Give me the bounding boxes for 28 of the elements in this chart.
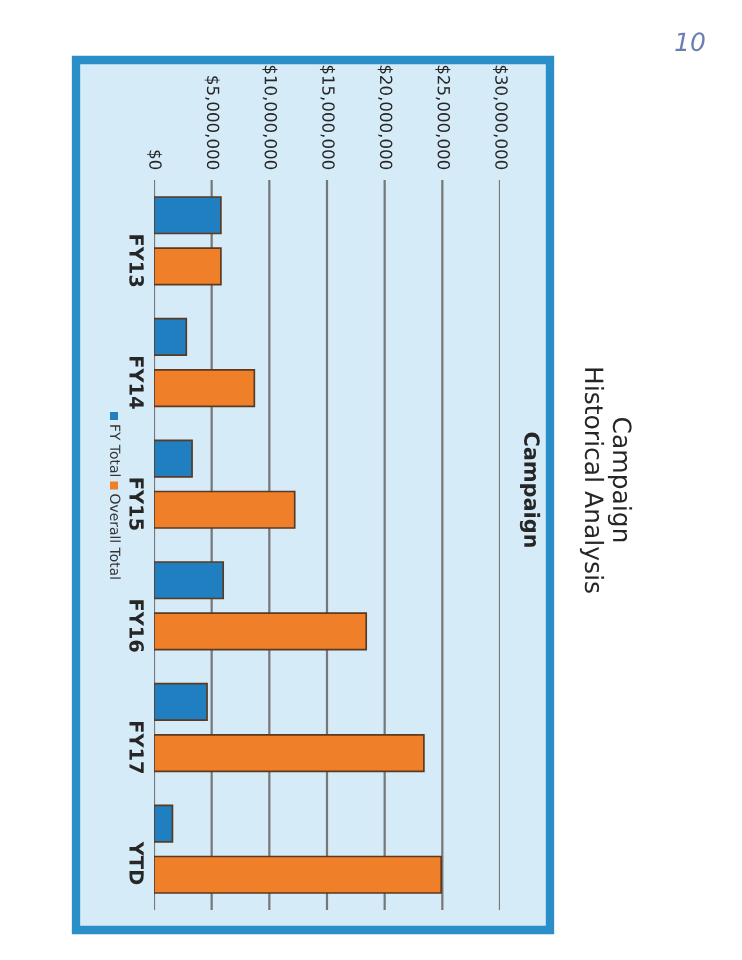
bar	[154, 733, 425, 773]
text: Campaign	[519, 432, 541, 547]
x-tick-label: $15,000,000	[319, 65, 336, 170]
bar	[154, 804, 174, 843]
x-tick-label: $25,000,000	[435, 65, 451, 170]
y-tick-label: YTD	[129, 841, 144, 885]
bar	[154, 490, 296, 529]
bar	[154, 247, 222, 286]
text: 10	[675, 32, 705, 52]
x-tick-label: $20,000,000	[377, 65, 393, 170]
bar	[154, 368, 256, 408]
bar	[154, 196, 222, 235]
text: Campaign Historical Analysis	[579, 368, 633, 593]
x-tick-label: $30,000,000	[492, 65, 509, 170]
x-tick-label: $10,000,000	[262, 65, 278, 170]
bar	[154, 317, 188, 357]
bar	[154, 561, 225, 600]
x-tick-label: $5,000,000	[204, 76, 220, 170]
y-tick-label: FY17	[129, 721, 144, 773]
y-tick-label: FY13	[129, 235, 144, 287]
bar	[154, 439, 193, 478]
y-tick-label: FY15	[129, 478, 144, 530]
bar	[154, 612, 368, 651]
bar	[154, 682, 208, 722]
y-tick-label: FY14	[129, 356, 144, 409]
y-tick-label: FY16	[129, 600, 144, 652]
bar	[154, 855, 443, 894]
x-tick-label: $0	[146, 150, 163, 170]
